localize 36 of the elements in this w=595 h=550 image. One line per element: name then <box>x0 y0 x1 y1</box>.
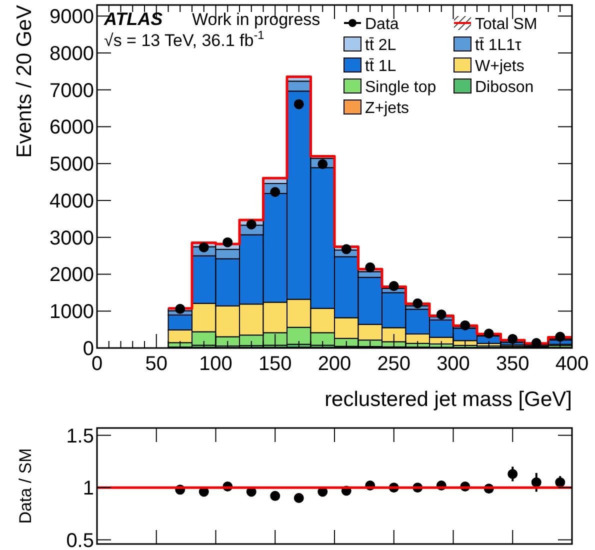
legend-label: Data <box>365 16 399 33</box>
legend-label: Total SM <box>475 16 538 33</box>
x-tick-label: 300 <box>436 353 470 375</box>
legend-label: Diboson <box>475 79 534 96</box>
x-tick-label: 350 <box>496 353 530 375</box>
x-tick-label: 250 <box>377 353 411 375</box>
annotation: √s = 13 TeV, 36.1 fb$^{-1}$ <box>104 28 265 50</box>
y-tick-label: 6000 <box>50 116 94 139</box>
y-axis-title: Events / 20 GeV <box>13 5 36 158</box>
annotation: ATLAS <box>103 9 163 29</box>
x-tick-label: 100 <box>199 353 232 375</box>
y-tick-label: 4000 <box>50 190 94 212</box>
y-tick-label: 2000 <box>50 264 94 286</box>
y-tick-label: 1.5 <box>66 425 94 448</box>
annotation: Work in progress <box>192 10 320 29</box>
y-tick-label: 9000 <box>50 6 94 28</box>
x-tick-label: 200 <box>318 353 352 375</box>
y-tick-label: 1 <box>82 478 94 500</box>
x-axis-title: reclustered jet mass [GeV] <box>324 388 572 411</box>
legend-label: tt̄ 1L <box>365 58 396 75</box>
y-tick-label: 0 <box>82 338 94 360</box>
y-tick-label: 0.5 <box>66 530 94 550</box>
x-tick-label: 400 <box>555 353 589 375</box>
y-tick-label: 1000 <box>50 301 94 324</box>
y-tick-label: 7000 <box>50 80 94 102</box>
legend-label: tt̄ 1L1τ <box>475 37 522 54</box>
legend-label: W+jets <box>475 58 524 75</box>
x-tick-label: 50 <box>145 353 168 375</box>
y-axis-title: Data / SM <box>16 448 35 524</box>
y-tick-label: 8000 <box>50 42 94 65</box>
y-tick-label: 3000 <box>50 227 94 250</box>
y-tick-label: 5000 <box>50 154 94 176</box>
legend-label: tt̄ 2L <box>365 37 396 54</box>
legend-label: Z+jets <box>365 100 410 117</box>
x-tick-label: 150 <box>258 353 292 375</box>
legend-label: Single top <box>365 79 436 96</box>
